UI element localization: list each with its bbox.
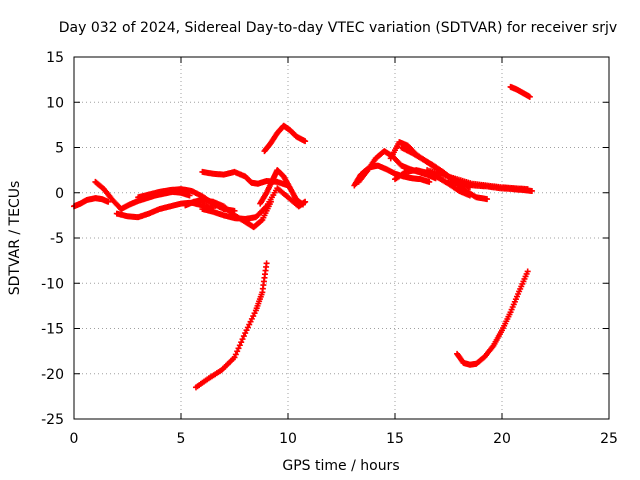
data-point bbox=[526, 93, 533, 100]
x-tick-label: 15 bbox=[386, 431, 404, 447]
series-arc-i bbox=[261, 122, 309, 155]
y-tick-label: 10 bbox=[46, 95, 64, 111]
data-point-dense bbox=[232, 351, 239, 358]
data-point bbox=[299, 201, 306, 208]
series-arc-o bbox=[392, 167, 473, 199]
x-ticks: 0 5 10 15 20 25 bbox=[70, 57, 618, 447]
y-tick-label: 5 bbox=[55, 141, 64, 157]
data-point bbox=[231, 354, 238, 361]
data-point-dense bbox=[238, 339, 245, 346]
data-point-dense bbox=[258, 217, 265, 224]
data-point bbox=[302, 138, 309, 145]
x-tick-label: 0 bbox=[70, 431, 79, 447]
x-tick-label: 20 bbox=[493, 431, 511, 447]
series-arc-j bbox=[192, 260, 270, 391]
chart-title: Day 032 of 2024, Sidereal Day-to-day VTE… bbox=[59, 20, 617, 36]
data-point bbox=[484, 196, 491, 203]
grid bbox=[74, 57, 609, 419]
y-tick-label: -5 bbox=[50, 231, 64, 247]
y-tick-label: 0 bbox=[55, 186, 64, 202]
x-tick-label: 5 bbox=[177, 431, 186, 447]
y-tick-label: -15 bbox=[41, 322, 64, 338]
series-arc-r bbox=[507, 83, 533, 100]
data-point-dense bbox=[240, 333, 247, 340]
data-point bbox=[263, 260, 270, 267]
y-tick-label: -20 bbox=[41, 367, 64, 383]
series-arc-a bbox=[71, 195, 112, 210]
x-axis-label: GPS time / hours bbox=[282, 458, 399, 474]
x-tick-label: 10 bbox=[279, 431, 297, 447]
x-tick-label: 25 bbox=[600, 431, 618, 447]
data-point bbox=[524, 268, 531, 275]
data-point bbox=[528, 187, 535, 194]
data-point-dense bbox=[239, 336, 246, 343]
y-ticks: -25 -20 -15 -10 -5 0 5 10 15 bbox=[41, 50, 609, 428]
data-point bbox=[105, 198, 112, 205]
data-points bbox=[71, 83, 535, 391]
data-point bbox=[426, 178, 433, 185]
data-point-dense bbox=[236, 342, 243, 349]
series-arc-f bbox=[199, 185, 309, 222]
series-arc-s bbox=[454, 268, 531, 368]
series-arc-q bbox=[445, 178, 535, 194]
data-point bbox=[466, 192, 473, 199]
data-point-dense bbox=[235, 345, 242, 352]
series-arc-h bbox=[257, 167, 306, 208]
data-point-dense bbox=[234, 348, 241, 355]
y-tick-label: 15 bbox=[46, 50, 64, 66]
y-tick-label: -10 bbox=[41, 276, 64, 292]
y-tick-label: -25 bbox=[41, 412, 64, 428]
y-axis-label: SDTVAR / TECUs bbox=[7, 181, 23, 296]
